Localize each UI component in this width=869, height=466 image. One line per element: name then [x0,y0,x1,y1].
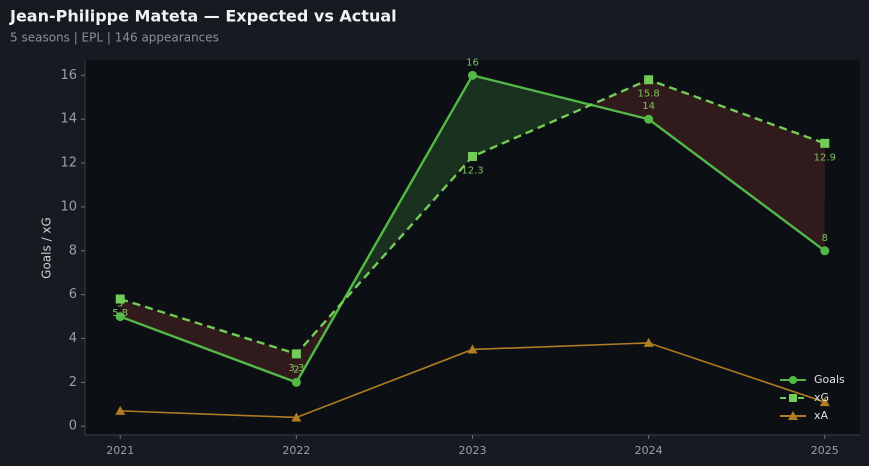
chart-title: Jean-Philippe Mateta — Expected vs Actua… [9,7,397,26]
marker [115,405,126,415]
marker [644,75,654,85]
chart-subtitle: 5 seasons | EPL | 146 appearances [10,31,219,45]
x-tick-label: 2021 [106,444,134,457]
y-tick-label: 6 [69,287,77,302]
marker [115,312,125,322]
marker [291,412,302,422]
data-label: 5.8 [112,308,128,319]
data-label: 3.3 [288,363,304,374]
marker [643,337,654,347]
data-label: 15.8 [638,89,660,100]
data-label: 2 [293,364,299,375]
diff-fill [472,75,591,157]
diff-fill [648,79,825,251]
x-tick-label: 2023 [459,444,487,457]
marker [819,397,830,407]
marker [820,138,830,148]
legend-label: Goals [814,373,845,386]
y-tick-label: 0 [69,419,77,434]
plot-area [85,60,860,435]
y-tick-label: 2 [69,375,77,390]
marker [291,349,301,359]
y-tick-label: 8 [69,243,77,258]
marker [291,377,301,387]
x-tick-label: 2024 [635,444,663,457]
data-label: 12.3 [461,165,483,176]
diff-fill [590,79,649,120]
marker [468,151,477,161]
legend-label: xA [814,409,829,422]
marker [115,294,125,304]
marker [644,114,654,124]
marker [820,246,830,256]
legend-marker [789,394,797,402]
diff-fill [120,299,297,383]
data-label: 14 [642,101,655,112]
data-label: 12.9 [814,152,836,163]
legend-marker [788,411,798,420]
data-label: 16 [466,57,479,68]
y-tick-label: 12 [60,156,77,171]
y-tick-label: 10 [60,199,77,214]
data-label: 5 [117,299,123,310]
data-label: 8 [822,233,828,244]
y-axis-label: Goals / xG [40,217,54,279]
legend-label: xG [814,391,829,404]
legend-marker [789,376,797,384]
x-tick-label: 2022 [282,444,310,457]
marker [468,70,477,80]
x-tick-label: 2025 [811,444,839,457]
y-tick-label: 4 [69,331,77,346]
y-tick-label: 16 [60,68,77,83]
y-tick-label: 14 [60,112,77,127]
marker [467,344,478,354]
